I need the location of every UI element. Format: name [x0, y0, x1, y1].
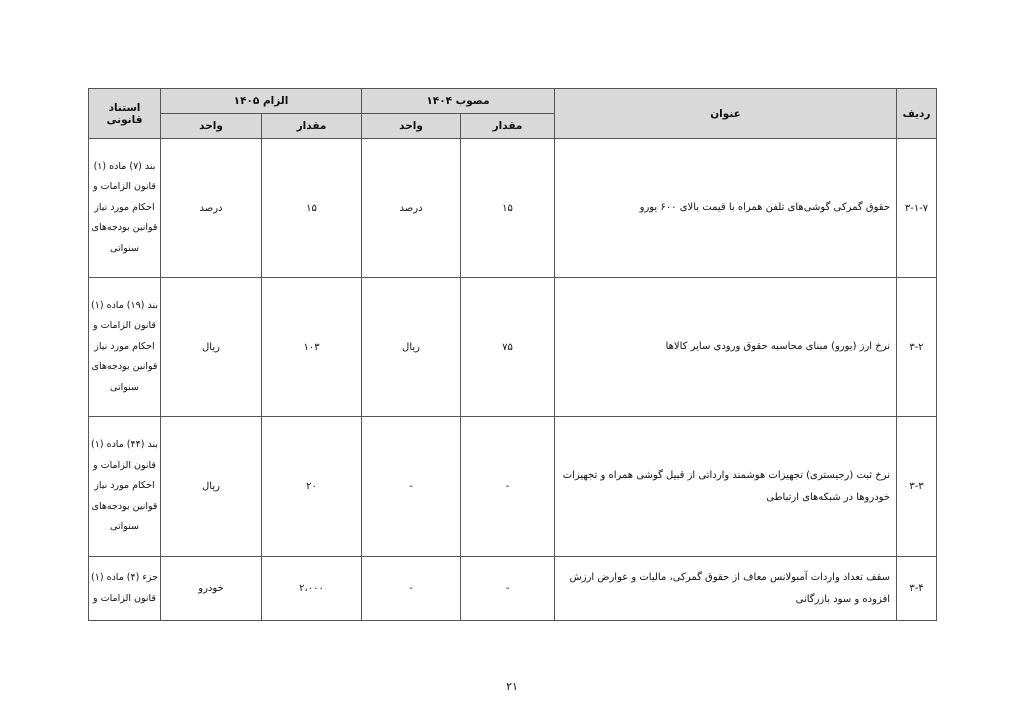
page-number: ۲۱ [506, 680, 518, 693]
row-id: ۳-۲ [896, 277, 938, 417]
required-unit: خودرو [159, 556, 263, 621]
required-amount: ۲۰ [261, 416, 363, 557]
header-approved-1404: مصوب ۱۴۰۴ [361, 88, 556, 114]
header-approved-amount: مقدار [460, 113, 556, 139]
header-required-unit: واحد [159, 113, 263, 139]
approved-unit: ریال [361, 277, 462, 417]
legal-basis: جزء (۴) ماده (۱) قانون الزامات و [88, 556, 161, 621]
row-id: ۳-۳ [896, 416, 938, 557]
header-required-1405: الزام ۱۴۰۵ [159, 88, 363, 114]
row-id: ۳-۱-۷ [896, 138, 938, 278]
required-amount: ۱۵ [261, 138, 363, 278]
legal-basis: بند (۷) ماده (۱) قانون الزامات و احکام م… [88, 138, 161, 278]
row-title: نرخ ارز (یورو) مبنای محاسبه حقوق ورودی س… [554, 277, 898, 417]
approved-unit: - [361, 416, 462, 557]
approved-amount: - [460, 416, 556, 557]
table-row: ۳-۳ نرخ ثبت (رجیستری) تجهیزات هوشمند وار… [88, 416, 938, 557]
approved-amount: - [460, 556, 556, 621]
row-title: نرخ ثبت (رجیستری) تجهیزات هوشمند وارداتی… [554, 416, 898, 557]
required-amount: ۲،۰۰۰ [261, 556, 363, 621]
table-row: ۳-۱-۷ حقوق گمرکی گوشی‌های تلفن همراه با … [88, 138, 938, 278]
table-row: ۳-۴ سقف تعداد واردات آمبولانس معاف از حق… [88, 556, 938, 621]
header-required-amount: مقدار [261, 113, 363, 139]
table-row: ۳-۲ نرخ ارز (یورو) مبنای محاسبه حقوق ورو… [88, 277, 938, 417]
approved-amount: ۷۵ [460, 277, 556, 417]
legal-basis: بند (۱۹) ماده (۱) قانون الزامات و احکام … [88, 277, 161, 417]
row-title: حقوق گمرکی گوشی‌های تلفن همراه با قیمت ب… [554, 138, 898, 278]
header-title: عنوان [554, 88, 898, 139]
required-unit: ریال [159, 277, 263, 417]
row-title: سقف تعداد واردات آمبولانس معاف از حقوق گ… [554, 556, 898, 621]
legal-basis: بند (۴۴) ماده (۱) قانون الزامات و احکام … [88, 416, 161, 557]
required-amount: ۱۰۳ [261, 277, 363, 417]
required-unit: ریال [159, 416, 263, 557]
row-id: ۳-۴ [896, 556, 938, 621]
header-approved-unit: واحد [361, 113, 462, 139]
approved-amount: ۱۵ [460, 138, 556, 278]
header-legal-basis: استناد قانونی [88, 88, 161, 139]
header-row-id: ردیف [896, 88, 938, 139]
budget-table: ردیف عنوان مصوب ۱۴۰۴ الزام ۱۴۰۵ استناد ق… [88, 88, 938, 621]
approved-unit: - [361, 556, 462, 621]
approved-unit: درصد [361, 138, 462, 278]
required-unit: درصد [159, 138, 263, 278]
